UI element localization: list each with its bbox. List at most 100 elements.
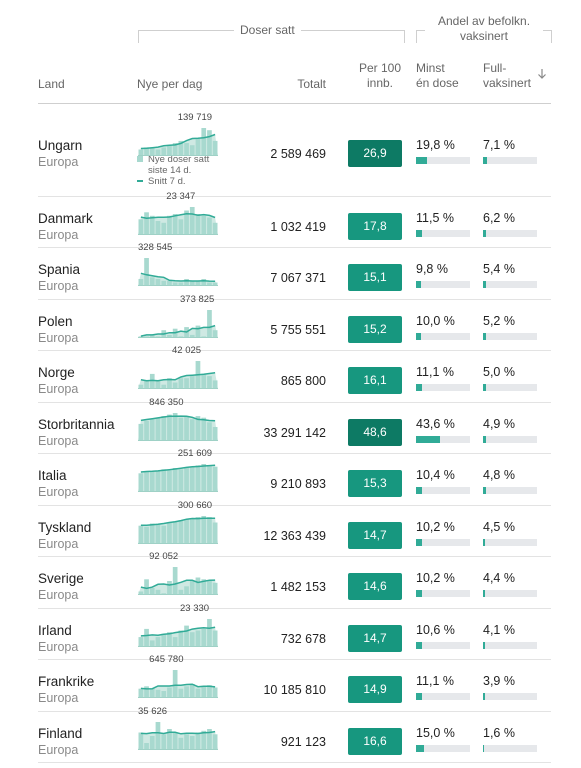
sparkline-bar — [189, 145, 195, 156]
sparkline-bar — [184, 279, 189, 286]
column-header-nye-per-dag[interactable]: Nye per dag — [137, 77, 203, 91]
row-divider — [38, 453, 551, 454]
sparkline-bar — [178, 469, 184, 492]
sparkline-avg-line — [140, 464, 216, 473]
sparkline-bar — [212, 630, 218, 647]
sparkline-peak-label: 42 025 — [172, 345, 202, 356]
minst-en-dose-bar-fill — [416, 539, 422, 546]
country-name: Frankrike — [38, 674, 95, 689]
minst-en-dose-bar-fill — [416, 487, 422, 494]
sparkline-bar — [144, 686, 149, 698]
fullvaksinert-bar-fill — [483, 487, 486, 494]
sparkline-bar — [184, 378, 189, 389]
table-row[interactable]: Norge Europa 865 800 16,1 11,1 % 5,0 % 42 025 — [38, 345, 551, 403]
table-row[interactable]: Polen Europa 5 755 551 15,2 10,0 % 5,2 % 373 8… — [38, 294, 551, 351]
minst-en-dose-bar-fill — [416, 693, 422, 700]
andel-header: Andel av befolkn. vaksinert — [425, 14, 543, 44]
per100-badge: 17,8 — [348, 213, 402, 240]
minst-en-dose-bar — [416, 281, 470, 288]
column-header-totalt[interactable]: Totalt — [297, 77, 326, 91]
minst-en-dose-bar-fill — [416, 157, 427, 164]
table-row[interactable]: Danmark Europa 1 032 419 17,8 11,5 % 6,2 % 23 … — [38, 191, 551, 248]
sparkline-bar — [167, 145, 172, 156]
sparkline-bar — [189, 518, 195, 544]
sparkline-bar — [207, 729, 212, 750]
fullvaksinert-bar-fill — [483, 281, 486, 288]
column-header-per100[interactable]: Per 100 innb. — [355, 61, 405, 91]
table-row[interactable]: Frankrike Europa 10 185 810 14,9 11,1 % 3,9 %… — [38, 654, 551, 712]
column-header-minst-en-dose[interactable]: Minst én dose — [416, 61, 459, 91]
sparkline-bar — [195, 325, 201, 338]
country-name: Ungarn — [38, 138, 83, 153]
sparkline-bar — [195, 630, 201, 647]
minst-en-dose-bar-fill — [416, 384, 422, 391]
andel-header-line1: Andel av befolkn. — [437, 14, 531, 28]
fullvaksinert-bar — [483, 281, 537, 288]
minst-en-dose-bar-fill — [416, 281, 422, 288]
sparkline-bar — [167, 581, 172, 595]
sparkline-bar — [172, 382, 178, 389]
legend-line2: siste 14 d. — [148, 165, 192, 176]
sparkline-chart — [138, 619, 218, 647]
sparkline-avg-line — [140, 213, 216, 219]
total-doses: 1 032 419 — [270, 220, 326, 234]
country-name: Storbritannia — [38, 417, 115, 432]
table-row[interactable]: Irland Europa 732 678 14,7 10,6 % 4,1 % 23 330 — [38, 603, 551, 660]
table-row[interactable]: Spania Europa 7 067 371 15,1 9,8 % 5,4 % 328 5… — [38, 242, 551, 300]
minst-en-dose-value: 10,4 % — [416, 468, 455, 482]
sparkline-bar — [212, 380, 218, 389]
table-row[interactable]: Ungarn Europa 2 589 469 26,9 19,8 % 7,1 % 139 … — [38, 104, 551, 197]
row-divider — [38, 299, 551, 300]
arrow-down-icon[interactable] — [537, 68, 547, 80]
sparkline-bar — [144, 579, 149, 595]
sparkline-bar — [155, 221, 161, 235]
sparkline-bar — [178, 520, 184, 544]
sparkline-peak-label: 328 545 — [138, 242, 173, 253]
minst-en-dose-bar — [416, 333, 470, 340]
sparkline-bar — [149, 640, 155, 647]
minst-en-dose-bar-fill — [416, 642, 422, 649]
bar-legend-swatch — [137, 156, 143, 162]
sparkline-bar — [184, 734, 189, 750]
sparkline-chart — [138, 207, 218, 235]
per100-badge: 26,9 — [348, 140, 402, 167]
sparkline-bar — [178, 378, 184, 389]
sparkline-bar — [144, 258, 149, 286]
sparkline-bar — [212, 582, 218, 595]
sparkline-bar — [172, 143, 178, 156]
sparkline-bar — [138, 525, 144, 544]
column-header-land[interactable]: Land — [38, 77, 65, 91]
sparkline-bar — [178, 140, 184, 156]
fullvaksinert-value: 4,9 % — [483, 417, 515, 431]
row-divider — [38, 402, 551, 403]
sparkline-bar — [167, 215, 172, 235]
country-name: Italia — [38, 468, 67, 483]
table-row[interactable]: Finland Europa 921 123 16,6 15,0 % 1,6 % 35 62… — [38, 706, 551, 763]
minst-en-dose-bar — [416, 590, 470, 597]
sparkline-bar — [201, 373, 207, 389]
sparkline-peak-label: 35 626 — [138, 706, 168, 717]
fullvaksinert-value: 6,2 % — [483, 211, 515, 225]
table-row[interactable]: Tyskland Europa 12 363 439 14,7 10,2 % 4,5 % 3… — [38, 500, 551, 557]
fullvaksinert-bar-fill — [483, 590, 486, 597]
sparkline-bar — [184, 210, 189, 235]
table-row[interactable]: Italia Europa 9 210 893 15,3 10,4 % 4,8 % 251 … — [38, 448, 551, 506]
sparkline-bar — [212, 466, 218, 492]
table-row[interactable]: Sverige Europa 1 482 153 14,6 10,2 % 4,4 % 92 … — [38, 551, 551, 609]
row-divider — [38, 505, 551, 506]
sparkline-bar — [189, 334, 195, 338]
sparkline-peak-label: 251 609 — [177, 448, 213, 459]
total-doses: 7 067 371 — [270, 271, 326, 285]
minst-en-dose-value: 11,1 % — [416, 674, 454, 688]
sparkline-bar — [155, 279, 161, 286]
sparkline-bar — [201, 628, 207, 647]
fullvaksinert-value: 4,8 % — [483, 468, 515, 482]
row-divider — [38, 659, 551, 660]
fullvaksinert-value: 1,6 % — [483, 726, 515, 740]
sparkline-bar — [172, 214, 178, 235]
sparkline-bar — [207, 685, 212, 698]
column-header-fullvaksinert[interactable]: Full- vaksinert — [483, 61, 531, 91]
table-row[interactable]: Storbritannia Europa 33 291 142 48,6 43,6 % 4… — [38, 397, 551, 454]
sparkline-peak-label: 139 719 — [177, 112, 213, 123]
per100-badge: 14,6 — [348, 573, 402, 600]
